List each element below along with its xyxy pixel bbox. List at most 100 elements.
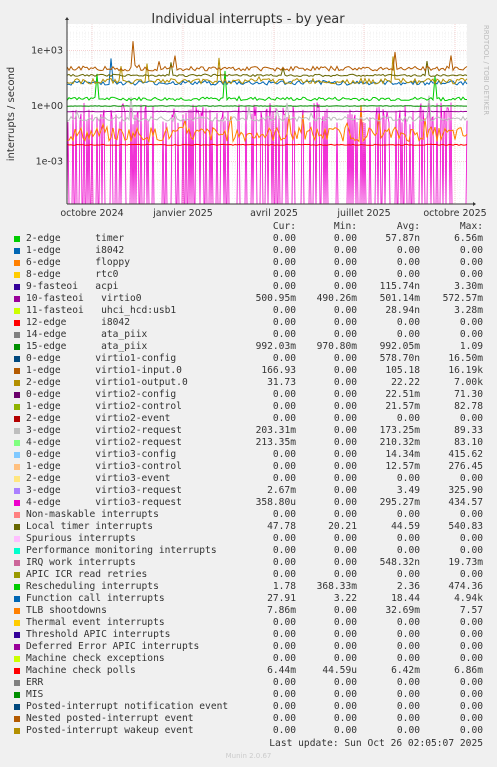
legend-value-cur: 27.91	[267, 593, 296, 604]
legend-value-max: 7.57	[459, 605, 483, 616]
legend-value-min: 0.00	[333, 509, 357, 520]
legend-row: Posted-interrupt notification event 0.00 0…	[0, 701, 497, 713]
axes	[65, 17, 476, 206]
legend-value-cur: 0.00	[272, 557, 296, 568]
legend-value-cur: 0.00	[272, 701, 296, 712]
legend-swatch	[14, 524, 20, 530]
x-tick-labels: octobre 2024 janvier 2025 avril 2025 juille…	[60, 208, 486, 219]
legend-value-avg: 44.59	[391, 521, 420, 532]
legend-swatch	[14, 308, 20, 314]
legend-value-min: 0.00	[333, 389, 357, 400]
legend-value-max: 71.30	[454, 389, 483, 400]
legend-series-name: 2-edge virtio1-output.0	[26, 377, 188, 388]
legend-swatch	[14, 500, 20, 506]
legend-series-name: Spurious interrupts	[26, 533, 136, 544]
legend-row: APIC ICR read retries 0.00 0.00 0.00 0.00	[0, 569, 497, 581]
legend-swatch	[14, 572, 20, 578]
legend-value-max: 19.73m	[448, 557, 483, 568]
legend-row: 2-edge virtio3-event 0.00 0.00 0.00 0.00	[0, 473, 497, 485]
legend-row: 1-edge virtio1-input.0 166.93 0.00 105.18 16…	[0, 365, 497, 377]
legend-series-name: 0-edge virtio1-config	[26, 353, 177, 364]
legend-value-cur: 0.00	[272, 449, 296, 460]
legend-swatch	[14, 368, 20, 374]
legend-value-min: 0.00	[333, 569, 357, 580]
legend-row: 4-edge virtio2-request 213.35m 0.00 210.32m…	[0, 437, 497, 449]
legend-row: Rescheduling interrupts 1.78 368.33m 2.36 47…	[0, 581, 497, 593]
legend-value-max: 0.00	[459, 257, 483, 268]
legend-series-name: 2-edge timer	[26, 233, 125, 244]
legend-value-cur: 0.00	[272, 305, 296, 316]
legend-swatch	[14, 668, 20, 674]
legend-series-name: Function call interrupts	[26, 593, 165, 604]
legend-row: 10-fasteoi virtio0 500.95m 490.26m 501.14m 5…	[0, 293, 497, 305]
legend-swatch	[14, 332, 20, 338]
legend-row: Posted-interrupt wakeup event 0.00 0.00 0.0…	[0, 725, 497, 737]
legend-value-max: 0.00	[459, 545, 483, 556]
legend-value-cur: 358.80u	[255, 497, 296, 508]
legend-swatch	[14, 248, 20, 254]
legend-header: Cur: Min: Avg: Max:	[0, 221, 497, 233]
legend-series-name: Posted-interrupt wakeup event	[26, 725, 194, 736]
legend-series-name: 12-edge i8042	[26, 317, 130, 328]
legend-series-name: Machine check exceptions	[26, 653, 165, 664]
legend-row: Deferred Error APIC interrupts 0.00 0.00 0.…	[0, 641, 497, 653]
legend-value-avg: 0.00	[396, 329, 420, 340]
legend-value-min: 0.00	[333, 701, 357, 712]
legend-value-cur: 0.00	[272, 533, 296, 544]
legend-swatch	[14, 260, 20, 266]
legend-value-avg: 0.00	[396, 653, 420, 664]
legend-value-avg: 0.00	[396, 245, 420, 256]
legend-row: 14-edge ata_piix 0.00 0.00 0.00 0.00	[0, 329, 497, 341]
legend-value-avg: 18.44	[391, 593, 420, 604]
legend-value-min: 0.00	[333, 725, 357, 736]
legend-value-avg: 0.00	[396, 509, 420, 520]
legend-value-min: 0.00	[333, 713, 357, 724]
legend-value-avg: 21.57m	[385, 401, 420, 412]
legend-swatch	[14, 440, 20, 446]
legend-series-name: 2-edge virtio3-event	[26, 473, 171, 484]
y-tick-label: 1e-03	[36, 157, 63, 168]
legend-swatch	[14, 476, 20, 482]
legend-value-cur: 0.00	[272, 545, 296, 556]
legend-row: 8-edge rtc0 0.00 0.00 0.00 0.00	[0, 269, 497, 281]
legend-value-max: 6.56m	[454, 233, 483, 244]
legend-value-max: 82.78	[454, 401, 483, 412]
legend-value-cur: 0.00	[272, 281, 296, 292]
legend-value-max: 89.33	[454, 425, 483, 436]
legend-value-avg: 12.57m	[385, 461, 420, 472]
legend-series-name: Nested posted-interrupt event	[26, 713, 194, 724]
legend-value-min: 0.00	[333, 401, 357, 412]
legend-value-max: 0.00	[459, 725, 483, 736]
legend-series-name: 0-edge virtio2-config	[26, 389, 177, 400]
legend-value-cur: 0.00	[272, 269, 296, 280]
legend-value-avg: 0.00	[396, 473, 420, 484]
legend-value-avg: 0.00	[396, 545, 420, 556]
legend-value-min: 0.00	[333, 641, 357, 652]
legend-value-cur: 0.00	[272, 617, 296, 628]
legend-swatch	[14, 464, 20, 470]
legend-value-avg: 0.00	[396, 533, 420, 544]
legend-value-cur: 0.00	[272, 641, 296, 652]
legend-value-min: 970.80m	[316, 341, 357, 352]
legend-value-avg: 22.51m	[385, 389, 420, 400]
legend-row: 1-edge i8042 0.00 0.00 0.00 0.00	[0, 245, 497, 257]
legend-row: Thermal event interrupts 0.00 0.00 0.00 0.00	[0, 617, 497, 629]
legend-series-name: Local timer interrupts	[26, 521, 154, 532]
legend-row: IRQ work interrupts 0.00 0.00 548.32n 19.73m	[0, 557, 497, 569]
legend-value-cur: 203.31m	[255, 425, 296, 436]
legend-value-avg: 0.00	[396, 413, 420, 424]
trace-mce-polls	[66, 143, 468, 146]
legend-value-avg: 6.42m	[391, 665, 420, 676]
x-tick-label: avril 2025	[250, 208, 298, 219]
legend-value-cur: 992.03m	[255, 341, 296, 352]
legend-series-name: 1-edge virtio2-control	[26, 401, 182, 412]
legend-value-min: 0.00	[333, 653, 357, 664]
legend-value-min: 0.00	[333, 689, 357, 700]
x-tick-label: janvier 2025	[152, 208, 213, 219]
legend-series-name: 4-edge virtio3-request	[26, 497, 182, 508]
legend-value-cur: 0.00	[272, 653, 296, 664]
legend-row: 3-edge virtio2-request 203.31m 0.00 173.25m…	[0, 425, 497, 437]
legend-series-name: APIC ICR read retries	[26, 569, 148, 580]
legend-value-max: 0.00	[459, 413, 483, 424]
legend-value-max: 16.50m	[448, 353, 483, 364]
